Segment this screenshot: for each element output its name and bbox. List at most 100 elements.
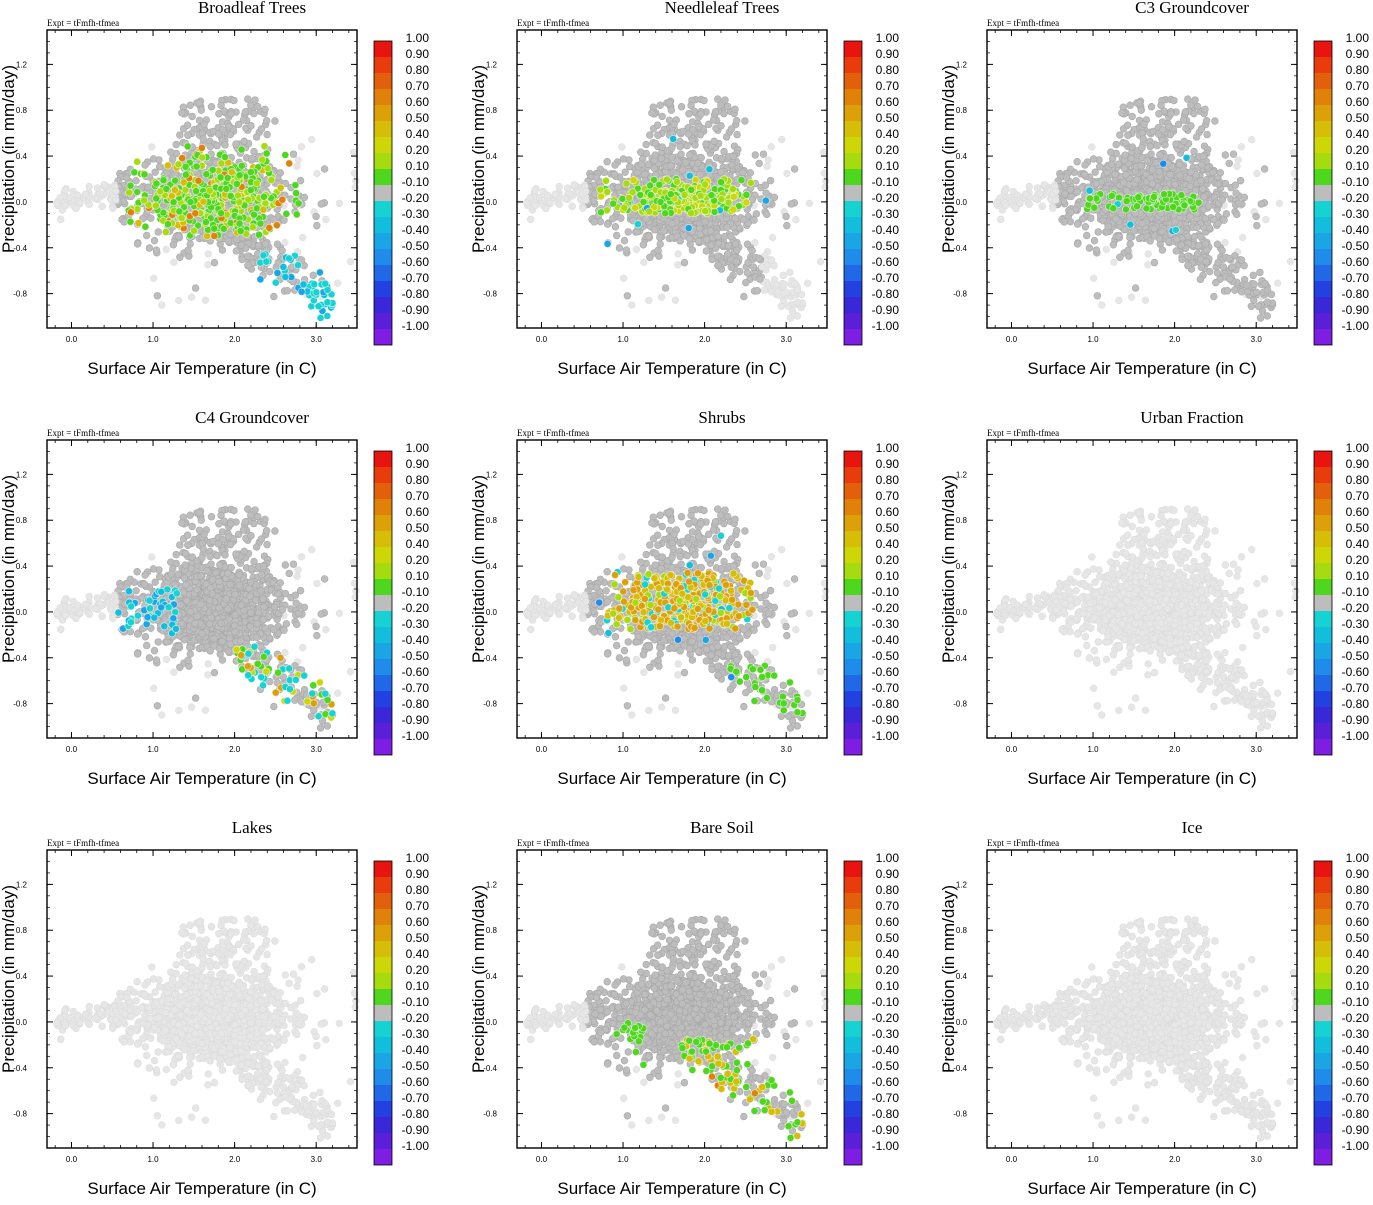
data-point bbox=[1254, 170, 1261, 177]
data-point bbox=[1193, 134, 1200, 141]
data-point bbox=[1173, 236, 1180, 243]
colorbar-swatch bbox=[1314, 41, 1332, 57]
data-point-colored bbox=[762, 197, 769, 204]
data-point-colored bbox=[718, 196, 725, 203]
data-point-colored bbox=[236, 199, 243, 206]
data-point bbox=[146, 245, 153, 252]
data-point bbox=[786, 269, 793, 276]
data-point-colored bbox=[1160, 191, 1167, 198]
data-point bbox=[1200, 153, 1207, 160]
data-point bbox=[253, 134, 260, 141]
x-tick-label: 1.0 bbox=[617, 335, 629, 344]
x-tick-label: 0.0 bbox=[536, 335, 548, 344]
x-tick-label: 3.0 bbox=[1251, 335, 1263, 344]
data-point-colored bbox=[263, 258, 270, 265]
data-point-colored bbox=[295, 200, 302, 207]
data-point bbox=[1215, 181, 1222, 188]
data-point-colored bbox=[134, 188, 141, 195]
data-point-colored bbox=[324, 299, 331, 306]
x-axis-label: Surface Air Temperature (in C) bbox=[557, 359, 786, 378]
data-point bbox=[1113, 215, 1120, 222]
data-point bbox=[1067, 186, 1074, 193]
x-tick-label: 0.0 bbox=[66, 335, 78, 344]
data-point bbox=[142, 162, 149, 169]
data-point bbox=[314, 170, 321, 177]
data-point bbox=[176, 132, 183, 139]
data-point bbox=[150, 275, 157, 282]
data-point-colored bbox=[260, 193, 267, 200]
data-point bbox=[756, 276, 763, 283]
data-point bbox=[1173, 141, 1180, 148]
data-point bbox=[1081, 171, 1088, 178]
data-point bbox=[1032, 195, 1039, 202]
data-point-colored bbox=[1086, 195, 1093, 202]
data-point-colored bbox=[233, 180, 240, 187]
data-point-colored bbox=[170, 199, 177, 206]
colorbar-label: 0.50 bbox=[876, 111, 900, 125]
data-point bbox=[1123, 187, 1130, 194]
data-point bbox=[732, 241, 739, 248]
data-point-colored bbox=[153, 195, 160, 202]
data-point bbox=[1124, 122, 1131, 129]
data-point bbox=[764, 163, 771, 170]
data-point bbox=[686, 110, 693, 117]
data-point-colored bbox=[127, 209, 134, 216]
colorbar-swatch bbox=[844, 137, 862, 153]
colorbar-label: -1.00 bbox=[872, 319, 900, 333]
data-point bbox=[298, 143, 305, 150]
data-point bbox=[1122, 152, 1129, 159]
data-point bbox=[1292, 177, 1299, 184]
data-point bbox=[211, 259, 218, 266]
data-point bbox=[728, 126, 735, 133]
data-point-colored bbox=[621, 204, 628, 211]
data-point-colored bbox=[187, 198, 194, 205]
data-point bbox=[1151, 259, 1158, 266]
data-point-colored bbox=[182, 171, 189, 178]
data-point bbox=[569, 203, 576, 210]
data-point-colored bbox=[725, 199, 732, 206]
colorbar-swatch bbox=[374, 201, 392, 217]
data-point bbox=[1262, 280, 1269, 287]
expt-label: Expt = tFmfh-tfmea bbox=[987, 18, 1059, 28]
data-point bbox=[556, 201, 563, 208]
data-point bbox=[1264, 299, 1271, 306]
data-point bbox=[1122, 171, 1129, 178]
data-point-colored bbox=[163, 185, 170, 192]
data-point bbox=[1215, 259, 1222, 266]
x-tick-label: 1.0 bbox=[1087, 335, 1099, 344]
data-point bbox=[686, 152, 693, 159]
data-point-colored bbox=[127, 218, 134, 225]
colorbar-swatch bbox=[374, 105, 392, 121]
data-point bbox=[532, 202, 539, 209]
data-point-colored bbox=[200, 198, 207, 205]
data-point bbox=[703, 236, 710, 243]
data-point bbox=[765, 157, 772, 164]
data-point bbox=[640, 259, 647, 266]
colorbar-label: -0.80 bbox=[402, 287, 430, 301]
data-point bbox=[678, 103, 685, 110]
data-point bbox=[1098, 302, 1105, 309]
data-point bbox=[1253, 213, 1260, 220]
data-point bbox=[1090, 156, 1097, 163]
data-point bbox=[744, 241, 751, 248]
data-point bbox=[733, 247, 740, 254]
data-point bbox=[322, 216, 329, 223]
data-point bbox=[86, 183, 93, 190]
data-point-colored bbox=[247, 186, 254, 193]
data-point bbox=[1191, 233, 1198, 240]
data-point bbox=[1232, 182, 1239, 189]
colorbar-swatch bbox=[844, 105, 862, 121]
data-point bbox=[152, 169, 159, 176]
data-point bbox=[742, 118, 749, 125]
data-point bbox=[1074, 188, 1081, 195]
colorbar-swatch bbox=[374, 41, 392, 57]
data-point-colored bbox=[283, 210, 290, 217]
data-point bbox=[672, 297, 679, 304]
colorbar-swatch bbox=[844, 233, 862, 249]
data-point-colored bbox=[747, 179, 754, 186]
data-point bbox=[1253, 289, 1260, 296]
data-point bbox=[1248, 136, 1255, 143]
colorbar: 1.000.900.800.700.600.500.400.200.10-0.1… bbox=[374, 31, 429, 345]
data-point bbox=[208, 103, 215, 110]
